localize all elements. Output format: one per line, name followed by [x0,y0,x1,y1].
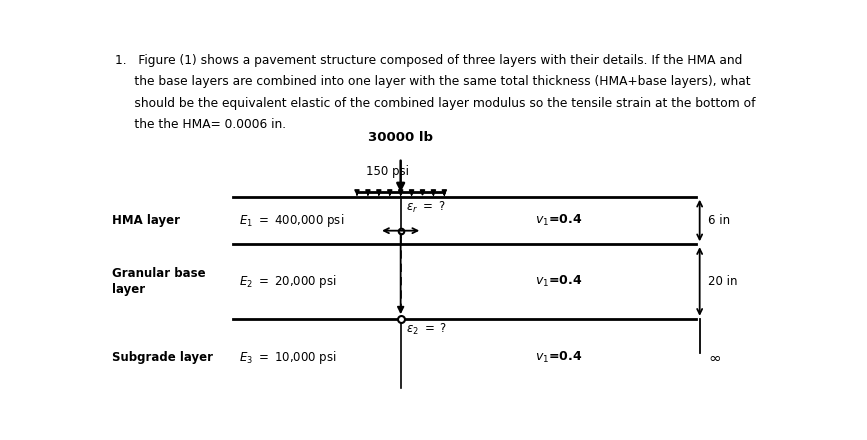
Text: $v_1$=0.4: $v_1$=0.4 [535,350,583,365]
Text: $v_1$=0.4: $v_1$=0.4 [535,213,583,228]
Text: 150 psi: 150 psi [366,165,408,178]
Text: 20 in: 20 in [707,275,737,288]
Text: should be the equivalent elastic of the combined layer modulus so the tensile st: should be the equivalent elastic of the … [115,96,756,110]
Text: 1.   Figure (1) shows a pavement structure composed of three layers with their d: 1. Figure (1) shows a pavement structure… [115,55,742,67]
Text: $\varepsilon_2\ =\ ?$: $\varepsilon_2\ =\ ?$ [406,322,447,337]
Text: 30000 lb: 30000 lb [368,131,434,144]
Text: $\varepsilon_r\ =\ ?$: $\varepsilon_r\ =\ ?$ [406,200,446,215]
Text: $E_2\ =\ 20{,}000\ \mathrm{psi}$: $E_2\ =\ 20{,}000\ \mathrm{psi}$ [239,273,337,290]
Text: $E_3\ =\ 10{,}000\ \mathrm{psi}$: $E_3\ =\ 10{,}000\ \mathrm{psi}$ [239,349,337,366]
Text: 6 in: 6 in [707,214,730,227]
Text: $\infty$: $\infty$ [707,350,720,365]
Text: the base layers are combined into one layer with the same total thickness (HMA+b: the base layers are combined into one la… [115,76,751,88]
Text: the the HMA= 0.0006 in.: the the HMA= 0.0006 in. [115,117,286,131]
Text: $E_1\ =\ 400{,}000\ \mathrm{psi}$: $E_1\ =\ 400{,}000\ \mathrm{psi}$ [239,212,345,229]
Text: Subgrade layer: Subgrade layer [112,351,212,364]
Text: $v_1$=0.4: $v_1$=0.4 [535,274,583,289]
Text: layer: layer [112,283,145,297]
Text: HMA layer: HMA layer [112,214,179,227]
Text: Granular base: Granular base [112,267,205,279]
